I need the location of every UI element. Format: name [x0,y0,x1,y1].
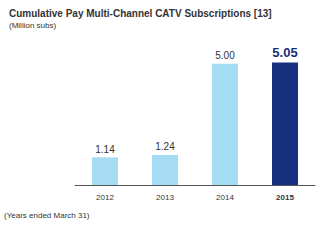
svg-text:2013: 2013 [156,193,174,202]
svg-text:5.05: 5.05 [272,45,297,60]
svg-text:1.14: 1.14 [95,144,115,155]
svg-text:(Years ended March 31): (Years ended March 31) [4,211,90,220]
svg-text:5.00: 5.00 [215,50,235,61]
svg-text:1.24: 1.24 [155,141,175,152]
svg-text:(Million subs): (Million subs) [9,21,56,30]
svg-text:2015: 2015 [276,193,294,202]
svg-text:Cumulative Pay Multi-Channel C: Cumulative Pay Multi-Channel CATV Subscr… [9,8,272,19]
svg-text:2012: 2012 [96,193,114,202]
svg-text:2014: 2014 [216,193,234,202]
